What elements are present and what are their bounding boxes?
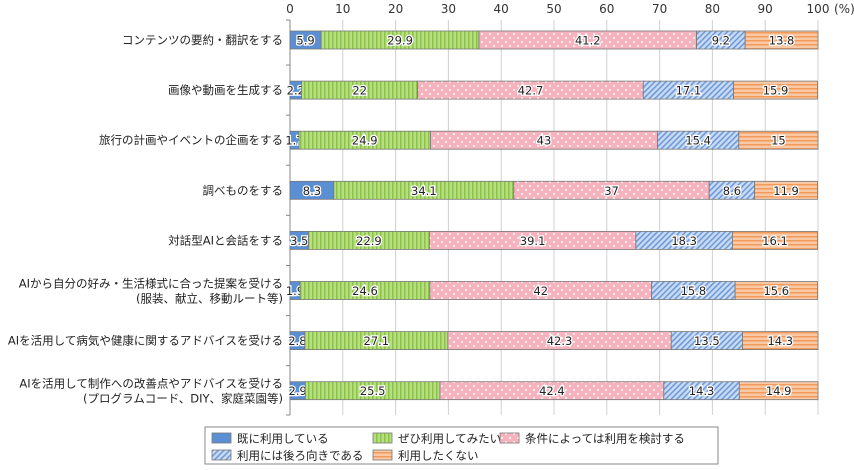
category-label: AIを活用して制作への改善点やアドバイスを受ける: [19, 377, 283, 391]
data-label: 14.3: [767, 334, 793, 348]
legend-box: [204, 426, 719, 465]
unit-label: (%): [834, 2, 854, 16]
data-label: 22.9: [356, 234, 382, 248]
x-tick-label: 0: [286, 2, 294, 16]
data-label: 13.8: [769, 34, 795, 48]
data-label: 13.5: [694, 334, 720, 348]
data-label: 2.9: [289, 384, 307, 398]
legend-label: 条件によっては利用を検討する: [525, 432, 685, 446]
data-label: 24.6: [352, 284, 378, 298]
data-label: 16.1: [762, 234, 788, 248]
legend-label: 利用したくない: [398, 449, 479, 463]
category-label-sub: (プログラムコード、DIY、家庭菜園等): [83, 392, 283, 406]
bar-segment: [754, 180, 818, 200]
data-label: 17.1: [676, 84, 702, 98]
bar-segment: [744, 30, 819, 50]
legend-label: 利用には後ろ向きである: [237, 449, 363, 463]
x-tick-label: 100: [807, 2, 830, 16]
data-label: 42.4: [539, 384, 565, 398]
data-label: 14.3: [689, 384, 715, 398]
category-label: AIを活用して病気や健康に関するアドバイスを受ける: [8, 334, 283, 348]
bar-segment: [734, 281, 818, 300]
x-tick-label: 40: [494, 2, 509, 16]
x-tick-label: 30: [441, 2, 456, 16]
bar-segment: [733, 80, 818, 100]
legend-label: 既に利用している: [237, 432, 329, 446]
legend-swatch: [372, 432, 393, 444]
data-label: 27.1: [364, 334, 390, 348]
data-label: 2.2: [287, 84, 305, 98]
category-label: AIから自分の好み・生活様式に合った提案を受ける: [19, 277, 283, 291]
data-label: 8.3: [303, 184, 321, 198]
legend-swatch: [211, 449, 232, 461]
category-label: コンテンツの要約・翻訳をする: [122, 33, 283, 47]
data-label: 15.4: [685, 134, 711, 148]
x-tick-label: 90: [758, 2, 773, 16]
data-label: 22: [352, 84, 367, 98]
data-label: 15.9: [763, 84, 789, 98]
category-label: 調べものをする: [203, 183, 284, 197]
category-label: 画像や動画を生成する: [168, 83, 283, 97]
bar-segment: [742, 331, 819, 351]
data-label: 29.9: [387, 34, 413, 48]
legend-swatch: [372, 449, 393, 461]
data-label: 8.6: [723, 184, 741, 198]
data-label: 43: [537, 134, 552, 148]
data-label: 11.9: [773, 184, 799, 198]
bar-segment: [738, 130, 819, 150]
category-label-sub: (服装、献立、移動ルート等): [136, 292, 283, 306]
data-label: 15.8: [681, 284, 707, 298]
legend-swatch: [499, 432, 520, 444]
data-label: 42.7: [518, 84, 544, 98]
data-label: 34.1: [411, 184, 437, 198]
data-label: 39.1: [520, 234, 546, 248]
data-label: 15.6: [763, 284, 789, 298]
x-tick-label: 10: [335, 2, 350, 16]
category-label: 旅行の計画やイベントの企画をする: [99, 133, 283, 147]
data-label: 42.3: [547, 334, 573, 348]
x-tick-label: 50: [546, 2, 561, 16]
data-label: 25.5: [360, 384, 386, 398]
legend-swatch: [211, 432, 232, 444]
bar-segment: [738, 381, 819, 401]
data-label: 15: [771, 134, 786, 148]
data-label: 5.9: [296, 34, 314, 48]
data-label: 3.5: [290, 234, 308, 248]
data-label: 14.9: [766, 384, 792, 398]
data-label: 2.8: [288, 334, 306, 348]
legend-label: ぜひ利用してみたい: [398, 432, 501, 446]
x-tick-label: 70: [652, 2, 667, 16]
data-label: 18.3: [671, 234, 697, 248]
x-tick-label: 80: [705, 2, 720, 16]
data-label: 9.2: [712, 34, 730, 48]
data-label: 24.9: [352, 134, 378, 148]
bar-segment: [732, 230, 818, 250]
x-tick-label: 20: [388, 2, 403, 16]
category-label: 対話型AIと会話をする: [168, 233, 283, 247]
data-label: 41.2: [575, 34, 601, 48]
x-tick-label: 60: [599, 2, 614, 16]
data-label: 42: [533, 284, 548, 298]
data-label: 37: [604, 184, 619, 198]
